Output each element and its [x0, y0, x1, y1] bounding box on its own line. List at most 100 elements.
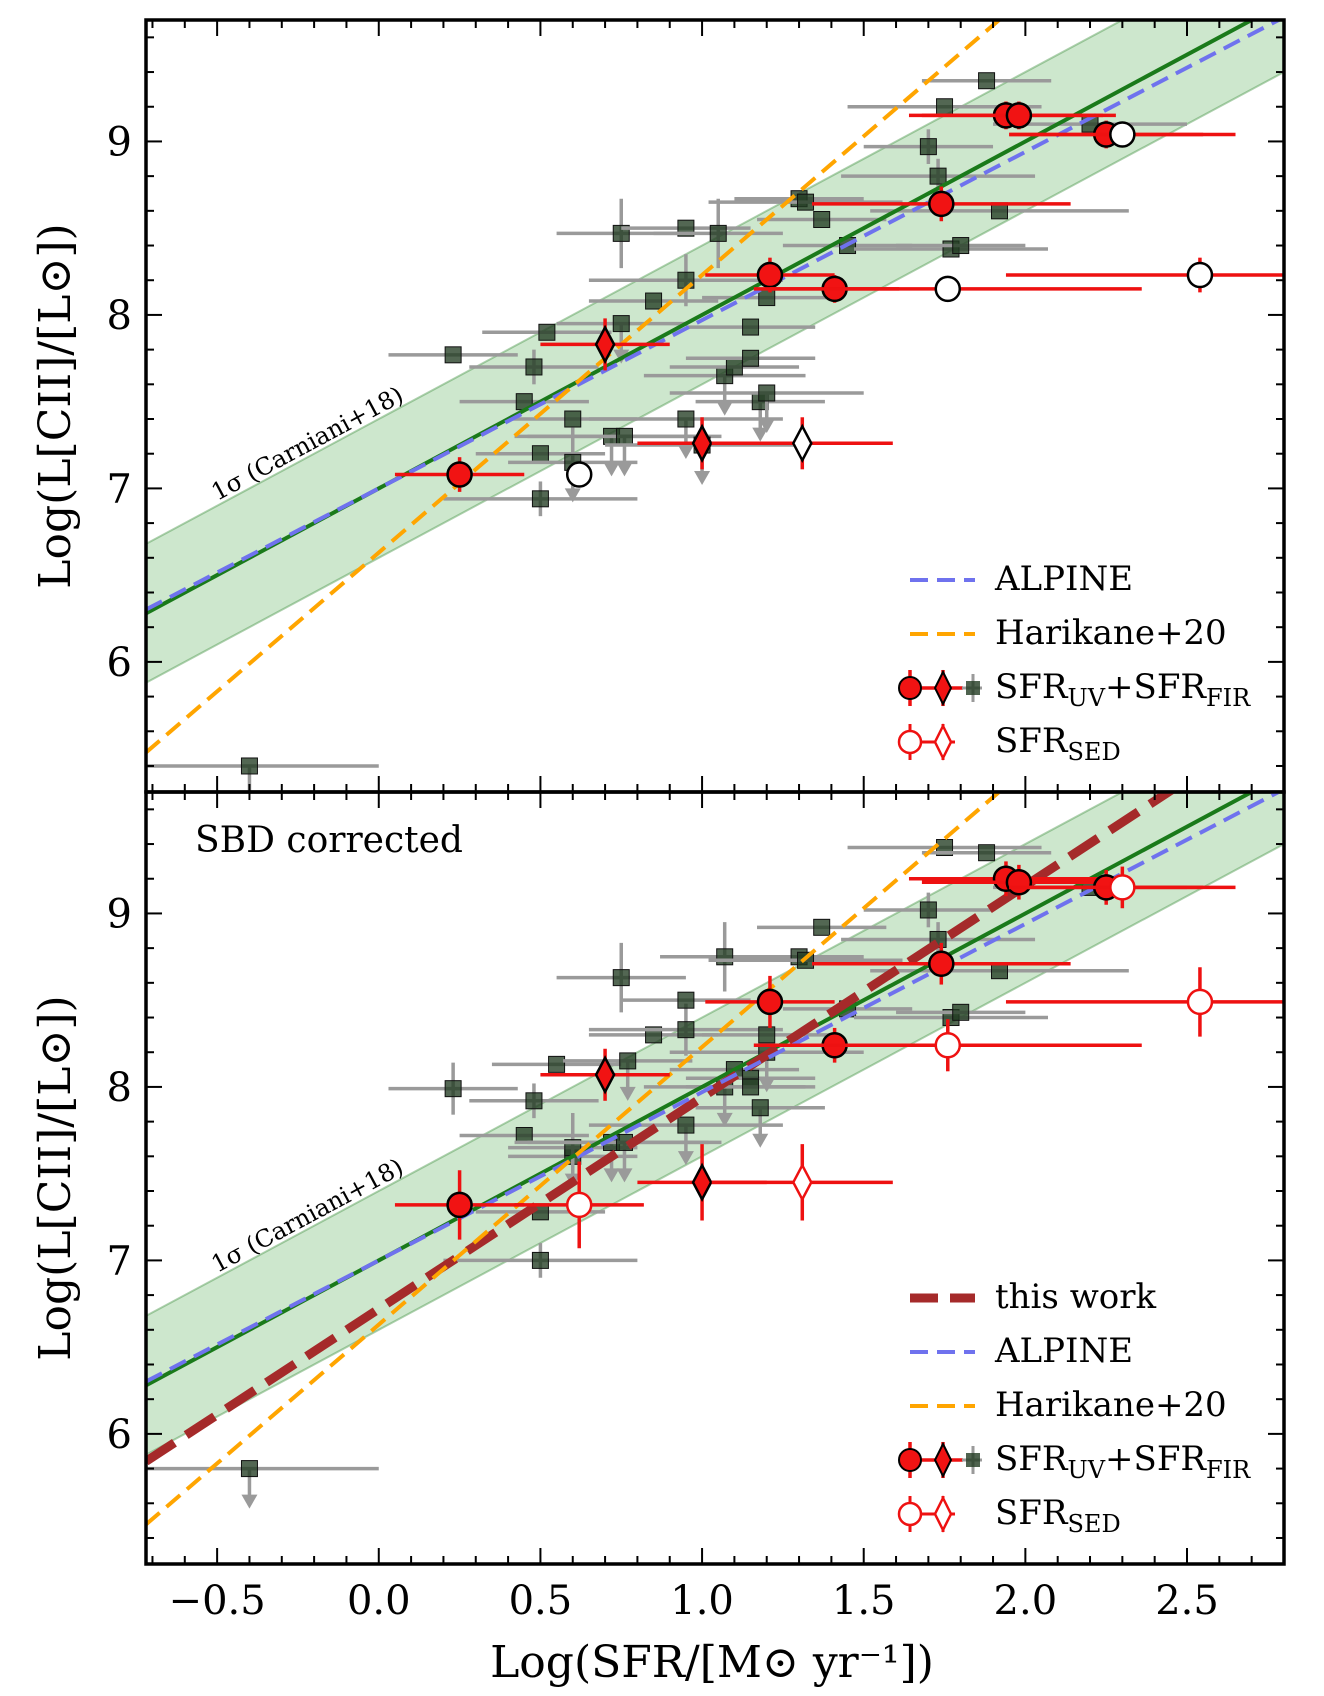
literature-point [588, 292, 719, 310]
literature-point [388, 346, 518, 364]
literature-marker [677, 1021, 695, 1039]
sample-circle-marker [1109, 121, 1136, 148]
sample-diamond-marker [791, 423, 813, 463]
harikane-relation-line [146, 792, 1003, 1526]
legend-diamond [933, 669, 953, 707]
upper-limit-arrow [716, 401, 733, 416]
sample-circle-marker [1109, 874, 1136, 901]
sample-point [565, 461, 593, 488]
legend-diamond [933, 1441, 953, 1479]
legend-entry: SFRUV+SFRFIR [898, 667, 1251, 712]
literature-marker [444, 346, 462, 364]
y-tick-label: 8 [107, 1065, 132, 1111]
literature-marker [240, 757, 258, 775]
literature-marker [813, 918, 831, 936]
x-axis-label: Log(SFR/[M⊙ yr⁻¹]) [490, 1637, 934, 1688]
sample-point [811, 186, 1071, 222]
upper-limit-arrow [752, 1133, 769, 1148]
literature-point [459, 1126, 589, 1144]
literature-point [388, 1062, 518, 1115]
sample-point [921, 864, 1116, 900]
literature-marker [525, 358, 543, 376]
harikane-relation-line [146, 20, 1003, 754]
literature-point [685, 1078, 816, 1096]
literature-point [556, 942, 686, 1013]
sample-point [1009, 121, 1236, 148]
literature-point [588, 410, 783, 460]
literature-point [695, 1099, 825, 1148]
sample-diamond-marker [594, 324, 616, 365]
literature-point [685, 349, 816, 367]
upper-limit-arrow [677, 445, 694, 460]
literature-point [669, 384, 864, 433]
upper-limit-arrow [752, 427, 769, 442]
sample-point [711, 417, 893, 470]
literature-marker [677, 1116, 695, 1134]
legend-circle [898, 1448, 922, 1472]
sample-point [540, 318, 670, 371]
sample-point [921, 101, 1116, 130]
literature-marker [612, 969, 630, 987]
literature-marker [751, 1099, 769, 1117]
upper-limit-arrow [603, 462, 620, 477]
literature-marker [716, 948, 734, 966]
sample-circle-marker [1186, 261, 1214, 289]
legend-circle [897, 1501, 923, 1527]
panel-annotation: SBD corrected [195, 820, 463, 861]
sample-circle-marker [756, 988, 784, 1016]
literature-marker [758, 1026, 776, 1044]
upper-limit-arrow [564, 488, 581, 503]
literature-point [757, 918, 887, 936]
legend-diamond [933, 723, 953, 761]
sample-point [711, 1144, 893, 1221]
y-tick-label: 9 [107, 891, 132, 937]
x-tick-label: 1.0 [670, 1578, 734, 1624]
legend-entry: SFRUV+SFRFIR [898, 1439, 1251, 1484]
literature-marker [813, 211, 831, 229]
x-tick-label: −0.5 [169, 1578, 266, 1624]
y-tick-label: 7 [107, 1238, 132, 1284]
sample-point [753, 275, 1142, 303]
y-tick-label: 8 [107, 293, 132, 339]
literature-point [757, 211, 887, 229]
upper-limit-arrow [241, 1494, 258, 1509]
literature-point [443, 481, 638, 517]
literature-marker [531, 490, 549, 508]
sample-point [1005, 257, 1284, 293]
sample-circle-marker [446, 1191, 473, 1219]
literature-marker [677, 410, 695, 428]
legend-entry: SFRSED [897, 1493, 1121, 1538]
sample-circle-marker [756, 261, 784, 289]
legend-entry: ALPINE [910, 1331, 1133, 1371]
upper-limit-arrow [677, 1151, 694, 1166]
sample-circle-marker [1005, 868, 1033, 896]
legend-label: Harikane+20 [995, 613, 1227, 653]
legend-label: SFRSED [995, 1493, 1121, 1538]
literature-marker [952, 237, 970, 255]
sample-circle-marker [1186, 988, 1214, 1016]
sample-circle-marker [1005, 102, 1033, 129]
x-tick-label: 2.5 [1155, 1578, 1219, 1624]
upper-limit-arrow [616, 462, 633, 477]
literature-marker [742, 318, 760, 336]
literature-marker [742, 1078, 760, 1096]
literature-marker [564, 410, 582, 428]
sample-diamond-marker [594, 1055, 616, 1095]
literature-marker [797, 193, 815, 211]
y-tick-label: 7 [107, 466, 132, 512]
sample-circle-marker [934, 1032, 962, 1059]
literature-point [669, 358, 800, 376]
literature-marker [978, 72, 996, 90]
literature-point [863, 129, 994, 164]
legend-label: ALPINE [994, 1331, 1133, 1371]
panel-frame [144, 790, 1286, 1566]
literature-point [482, 323, 612, 341]
plot-area [146, 20, 1284, 792]
literature-marker [240, 1460, 258, 1478]
y-tick-label: 6 [107, 640, 132, 686]
sample-diamond-marker [691, 1162, 713, 1203]
literature-marker [531, 1251, 549, 1269]
literature-point [921, 844, 1052, 862]
legend-entry: Harikane+20 [910, 613, 1227, 653]
